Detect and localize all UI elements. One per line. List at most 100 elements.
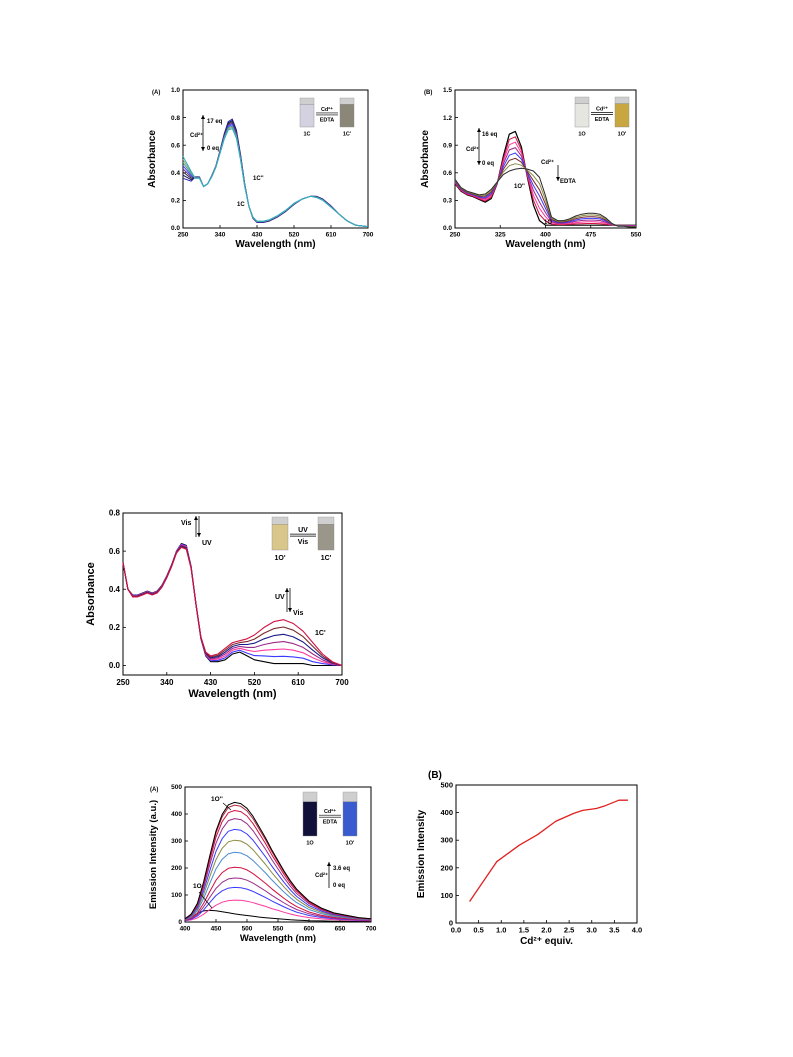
- eq-top-label: 3.6 eq: [333, 866, 350, 872]
- eq-top-label: 16 eq: [482, 132, 498, 138]
- chart-e-svg: 0.0 0.5 1.0 1.5 2.0 2.5 3.0 3.5 4.0 0 100 200 300 400…: [416, 770, 642, 947]
- series-line: [184, 851, 372, 921]
- eq-bottom-label: 0 eq: [482, 161, 494, 167]
- x-tick-label: 500: [242, 926, 253, 933]
- inset-a-left-label: 1C: [303, 132, 310, 138]
- uv-vis-top: UV: [275, 594, 285, 601]
- inset-d-right-label: 1O': [346, 841, 355, 847]
- series-line: [454, 141, 636, 227]
- cd-edta-top: Cd²⁺: [541, 159, 554, 166]
- x-tick-label: 250: [178, 232, 189, 239]
- inset-b-left-label: 1O: [578, 132, 586, 138]
- series-line: [469, 799, 628, 902]
- x-axis-label: Wavelength (nm): [505, 239, 585, 250]
- series-line: [454, 136, 636, 226]
- series-line: [182, 124, 369, 228]
- series-line: [184, 828, 372, 920]
- inset-b-arrow-bottom-label: EDTA: [595, 117, 610, 123]
- y-tick-label: 0.2: [109, 623, 121, 632]
- panel-label: (B): [424, 90, 432, 96]
- panel-label: (B): [428, 770, 442, 781]
- uv-vis-bottom: Vis: [293, 610, 303, 617]
- x-tick-label: 450: [211, 926, 222, 933]
- inset-d-vial-left-cap: [302, 791, 318, 802]
- inset-c-right-label: 1C': [321, 555, 332, 562]
- cd-edta-bottom: EDTA: [560, 179, 577, 185]
- x-tick-label: 430: [252, 232, 263, 239]
- plot-frame: [455, 784, 638, 924]
- inset-b-right-label: 1O': [618, 132, 627, 138]
- series-line: [454, 167, 636, 228]
- inset-a-arrow-top-label: Cd²⁺: [321, 106, 333, 113]
- y-tick-label: 300: [171, 838, 182, 845]
- y-axis-label: Absorbance: [147, 130, 158, 188]
- y-tick-label: 200: [440, 863, 453, 872]
- series-line: [184, 866, 372, 921]
- cd-label: Cd²⁺: [190, 132, 203, 139]
- inset-b-vial-left-body: [574, 103, 590, 128]
- inset-d-arrow-bottom-label: EDTA: [323, 820, 338, 826]
- x-tick-label: 250: [116, 678, 130, 687]
- label-1o: 1O: [193, 883, 202, 890]
- inset-d-left-label: 1O: [306, 841, 314, 847]
- x-axis-label: Wavelength (nm): [235, 239, 315, 250]
- inset-c-left-label: 1O': [274, 555, 285, 562]
- x-tick-label: 550: [273, 926, 284, 933]
- plot-frame: [122, 512, 343, 676]
- y-tick-label: 0.6: [171, 142, 180, 149]
- inset-c-arrow-bottom-label: Vis: [298, 539, 308, 546]
- y-tick-label: 0.8: [109, 509, 121, 518]
- series-line: [122, 546, 343, 667]
- inset-a-vial-right-cap: [339, 97, 355, 105]
- eq-top-label: 17 eq: [207, 119, 223, 125]
- label-1o-double-pointer: [222, 802, 232, 811]
- y-tick-label: 0.6: [109, 547, 121, 556]
- eq-bottom-label: 0 eq: [333, 883, 345, 889]
- series-line: [184, 899, 372, 922]
- chart-panel-c: 250 340 430 520 610 700 0.0 0.2 0.4 0.6 0.8 Wavelen…: [80, 505, 355, 715]
- series-line: [184, 801, 372, 920]
- x-axis-label: Cd²⁺ equiv.: [520, 936, 573, 947]
- x-tick-label: 700: [363, 232, 374, 239]
- x-tick-label: 250: [450, 232, 461, 239]
- x-tick-label: 610: [326, 232, 337, 239]
- label-1c: 1C: [237, 202, 245, 208]
- panel-label: (A): [152, 90, 160, 96]
- series-line: [184, 877, 372, 921]
- series-line: [184, 839, 372, 921]
- y-axis-label: Absorbance: [420, 130, 431, 188]
- y-axis-label: Emission Intensity: [416, 809, 427, 898]
- x-axis-label: Wavelength (nm): [188, 688, 277, 700]
- chart-d-svg: 400 450 500 550 600 650 7000100200300400500Wav…: [148, 784, 377, 944]
- y-tick-label: 0.4: [109, 585, 121, 594]
- x-tick-label: 1.0: [496, 926, 506, 935]
- x-tick-label: 340: [215, 232, 226, 239]
- y-tick-label: 1.0: [171, 87, 180, 94]
- inset-a-vial-right-body: [339, 104, 355, 128]
- vis-uv-arrow-up-head: [194, 516, 198, 520]
- chart-panel-d: 400 450 500 550 600 650 700 0 100 200 300 400 500 Wav…: [145, 782, 377, 954]
- series-line: [454, 152, 636, 227]
- y-tick-label: 0.0: [171, 225, 180, 232]
- x-axis-label: Wavelength (nm): [240, 933, 316, 944]
- series-line: [454, 157, 636, 228]
- y-tick-label: 0.0: [109, 661, 121, 670]
- y-tick-label: 500: [171, 784, 182, 791]
- inset-a-right-label: 1C': [343, 132, 352, 138]
- series-line: [122, 545, 343, 667]
- eq-arrow-down-head: [201, 147, 205, 151]
- x-tick-label: 0.0: [451, 926, 461, 935]
- x-tick-label: 400: [540, 232, 551, 239]
- series-line: [182, 119, 369, 228]
- x-tick-label: 520: [289, 232, 300, 239]
- x-tick-label: 1.5: [519, 926, 529, 935]
- label-1o: 1O: [544, 220, 552, 226]
- inset-d-vial-left-body: [302, 801, 318, 837]
- x-tick-label: 600: [304, 926, 315, 933]
- y-tick-label: 400: [171, 811, 182, 818]
- vis-uv-bottom: UV: [202, 540, 212, 547]
- y-tick-label: 1.5: [443, 87, 452, 94]
- inset-c-vial-right-cap: [317, 516, 335, 525]
- inset-a-vial-left-body: [299, 104, 315, 128]
- inset-d-arrow-top-label: Cd²⁺: [324, 808, 336, 815]
